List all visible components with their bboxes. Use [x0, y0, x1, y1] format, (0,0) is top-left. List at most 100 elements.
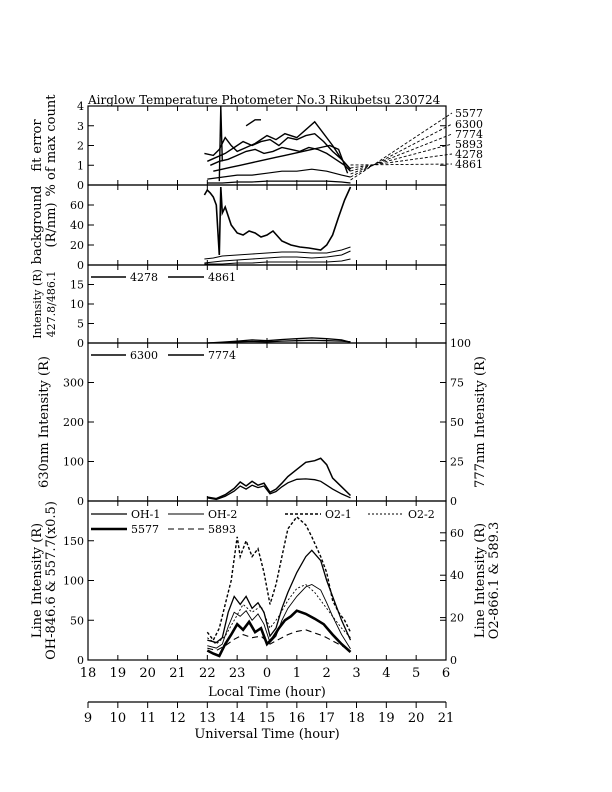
- y2-tick-label: 0: [450, 654, 457, 667]
- side-leader: [350, 133, 453, 175]
- y-tick-label: 100: [63, 456, 84, 469]
- y-tick-label: 10: [70, 298, 84, 311]
- ut-tick-label: 12: [169, 711, 186, 726]
- ut-tick-label: 18: [348, 711, 365, 726]
- time-axes: 18 19 20 21 22 23 0 1 2 3 4 5 69 10 11 12 13 14 15 16 17 18 19…: [80, 666, 455, 726]
- local-tick-label: 22: [199, 666, 216, 681]
- panel-2: 0 5 10 15 Intensity (R) 427.8/486.1 4278 4861: [31, 264, 447, 350]
- legend-label: 4278: [130, 271, 158, 284]
- ut-tick-label: 9: [84, 711, 92, 726]
- y2-tick-label: 50: [450, 416, 464, 429]
- local-tick-label: 6: [442, 666, 450, 681]
- legend-label: 4861: [208, 271, 236, 284]
- series-4861: [207, 337, 351, 344]
- ut-tick-label: 16: [289, 711, 306, 726]
- ut-tick-label: 13: [199, 711, 216, 726]
- y-tick-label: 60: [70, 199, 84, 212]
- y2-tick-label: 40: [450, 569, 464, 582]
- series-O2-2: [207, 583, 351, 645]
- ut-tick-label: 19: [378, 711, 395, 726]
- series-0-3: [213, 144, 349, 174]
- ut-tick-label: 17: [318, 711, 335, 726]
- series-5577: [206, 609, 352, 658]
- local-tick-label: 23: [229, 666, 246, 681]
- ut-tick-label: 15: [259, 711, 276, 726]
- side-label: 6300: [455, 118, 483, 131]
- y-tick-label: 4: [77, 100, 84, 113]
- y-tick-label: 150: [63, 535, 84, 548]
- local-tick-label: 1: [293, 666, 301, 681]
- y-tick-label: 0: [77, 337, 84, 350]
- y2-tick-label: 25: [450, 456, 464, 469]
- series-0-6: [218, 105, 223, 182]
- y-tick-label: 50: [70, 614, 84, 627]
- local-tick-label: 5: [412, 666, 420, 681]
- ut-tick-label: 20: [408, 711, 425, 726]
- y-axis-label: (R/nm): [44, 202, 59, 247]
- ut-tick-label: 14: [229, 711, 246, 726]
- series-7774: [207, 478, 351, 501]
- y-axis-label: Intensity (R): [31, 269, 44, 339]
- series-OH-1: [207, 549, 352, 644]
- series-5893: [207, 629, 351, 652]
- legend-label: 6300: [130, 349, 158, 362]
- side-label: 4861: [455, 158, 483, 171]
- local-tick-label: 18: [80, 666, 97, 681]
- series-0-5: [207, 180, 351, 184]
- side-leader: [350, 123, 453, 178]
- y-tick-label: 15: [70, 279, 84, 292]
- legend-label: 7774: [208, 349, 236, 362]
- ut-tick-label: 10: [110, 711, 127, 726]
- side-label: 4278: [455, 148, 483, 161]
- local-tick-label: 0: [263, 666, 271, 681]
- y-tick-label: 5: [77, 318, 84, 331]
- y-tick-label: 0: [77, 654, 84, 667]
- y-axis-label: % of max count: [44, 94, 59, 197]
- side-leader: [350, 153, 453, 169]
- local-tick-label: 20: [139, 666, 156, 681]
- series-1-0: [203, 186, 352, 256]
- y-tick-label: 40: [70, 219, 84, 232]
- y2-axis-label: Line Intensity (R): [473, 523, 488, 638]
- legend-label: O2-2: [408, 508, 435, 521]
- y2-tick-label: 60: [450, 527, 464, 540]
- series-1-3: [204, 258, 351, 265]
- y2-tick-label: 20: [450, 612, 464, 625]
- y2-tick-label: 100: [450, 337, 471, 350]
- y-tick-label: 3: [77, 120, 84, 133]
- local-tick-label: 21: [169, 666, 186, 681]
- series-0-7: [245, 119, 261, 127]
- local-tick-label: 2: [323, 666, 331, 681]
- legend-label: O2-1: [325, 508, 352, 521]
- y-tick-label: 1: [77, 159, 84, 172]
- series-0-2: [210, 146, 351, 172]
- legend-label: OH-2: [208, 508, 237, 521]
- series-1-2: [204, 250, 351, 264]
- local-time-label: Local Time (hour): [208, 685, 326, 700]
- y-tick-label: 300: [63, 377, 84, 390]
- side-label: 7774: [455, 128, 483, 141]
- y-tick-label: 0: [77, 495, 84, 508]
- side-leader: [350, 143, 453, 172]
- side-label: 5893: [455, 138, 483, 151]
- y-tick-label: 200: [63, 416, 84, 429]
- y-axis-label: 427.8/486.1: [45, 271, 58, 338]
- panel-1: 0 20 40 60 background (R/nm): [30, 184, 447, 272]
- y-axis-label: fit error: [30, 119, 45, 172]
- local-tick-label: 4: [382, 666, 390, 681]
- panel-0: 0 1 2 3 4 fit error% of max count 557763007774…: [30, 94, 483, 197]
- y-tick-label: 2: [77, 140, 84, 153]
- y-axis-label: background: [30, 186, 45, 265]
- y2-axis-label: 777nm Intensity (R): [473, 356, 488, 488]
- legend-label: OH-1: [131, 508, 160, 521]
- y-axis-label: 630nm Intensity (R): [37, 356, 52, 488]
- ut-tick-label: 11: [139, 711, 156, 726]
- series-0-4: [207, 168, 351, 180]
- y-tick-label: 20: [70, 239, 84, 252]
- side-leader: [350, 163, 453, 166]
- panel-frame-3: [87, 342, 447, 502]
